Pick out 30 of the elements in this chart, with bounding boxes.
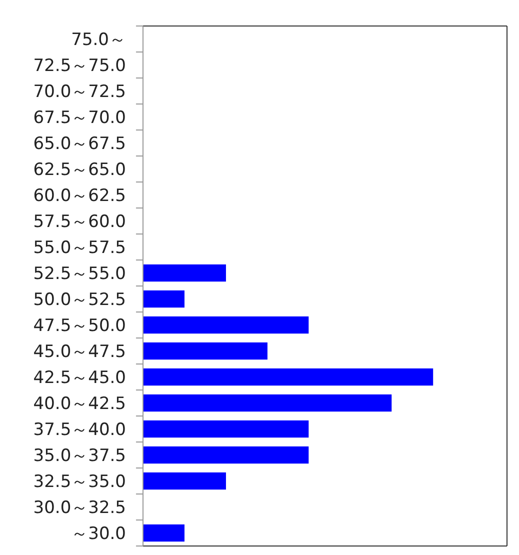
y-tick-label: 30.0～32.5	[33, 498, 126, 518]
y-tick-label: 50.0～52.5	[33, 290, 126, 310]
bar	[143, 368, 434, 386]
y-tick-label: 40.0～42.5	[33, 394, 126, 414]
y-tick-label: 60.0～62.5	[33, 186, 126, 206]
y-tick-label: 62.5～65.0	[33, 160, 126, 180]
y-tick-label: 67.5～70.0	[33, 108, 126, 128]
y-tick-label: 42.5～45.0	[33, 368, 126, 388]
y-tick-label: 52.5～55.0	[33, 264, 126, 284]
bar	[143, 264, 226, 282]
y-tick-label: 37.5～40.0	[33, 420, 126, 440]
y-tick-label: 45.0～47.5	[33, 342, 126, 362]
y-tick-label: 35.0～37.5	[33, 446, 126, 466]
y-tick-label: 57.5～60.0	[33, 212, 126, 232]
bar	[143, 290, 184, 308]
bar	[143, 446, 309, 464]
bar	[143, 316, 309, 334]
y-tick-label: 72.5～75.0	[33, 56, 126, 76]
bar	[143, 524, 184, 542]
y-tick-label: 32.5～35.0	[33, 472, 126, 492]
y-tick-label: 55.0～57.5	[33, 238, 126, 258]
y-tick-label: 65.0～67.5	[33, 134, 126, 154]
bar	[143, 394, 392, 412]
y-tick-label: 75.0～	[71, 30, 126, 50]
y-tick-label: ～30.0	[71, 524, 126, 544]
y-tick-label: 70.0～72.5	[33, 82, 126, 102]
bar	[143, 342, 268, 360]
bar	[143, 420, 309, 438]
y-tick-label: 47.5～50.0	[33, 316, 126, 336]
bar	[143, 472, 226, 490]
